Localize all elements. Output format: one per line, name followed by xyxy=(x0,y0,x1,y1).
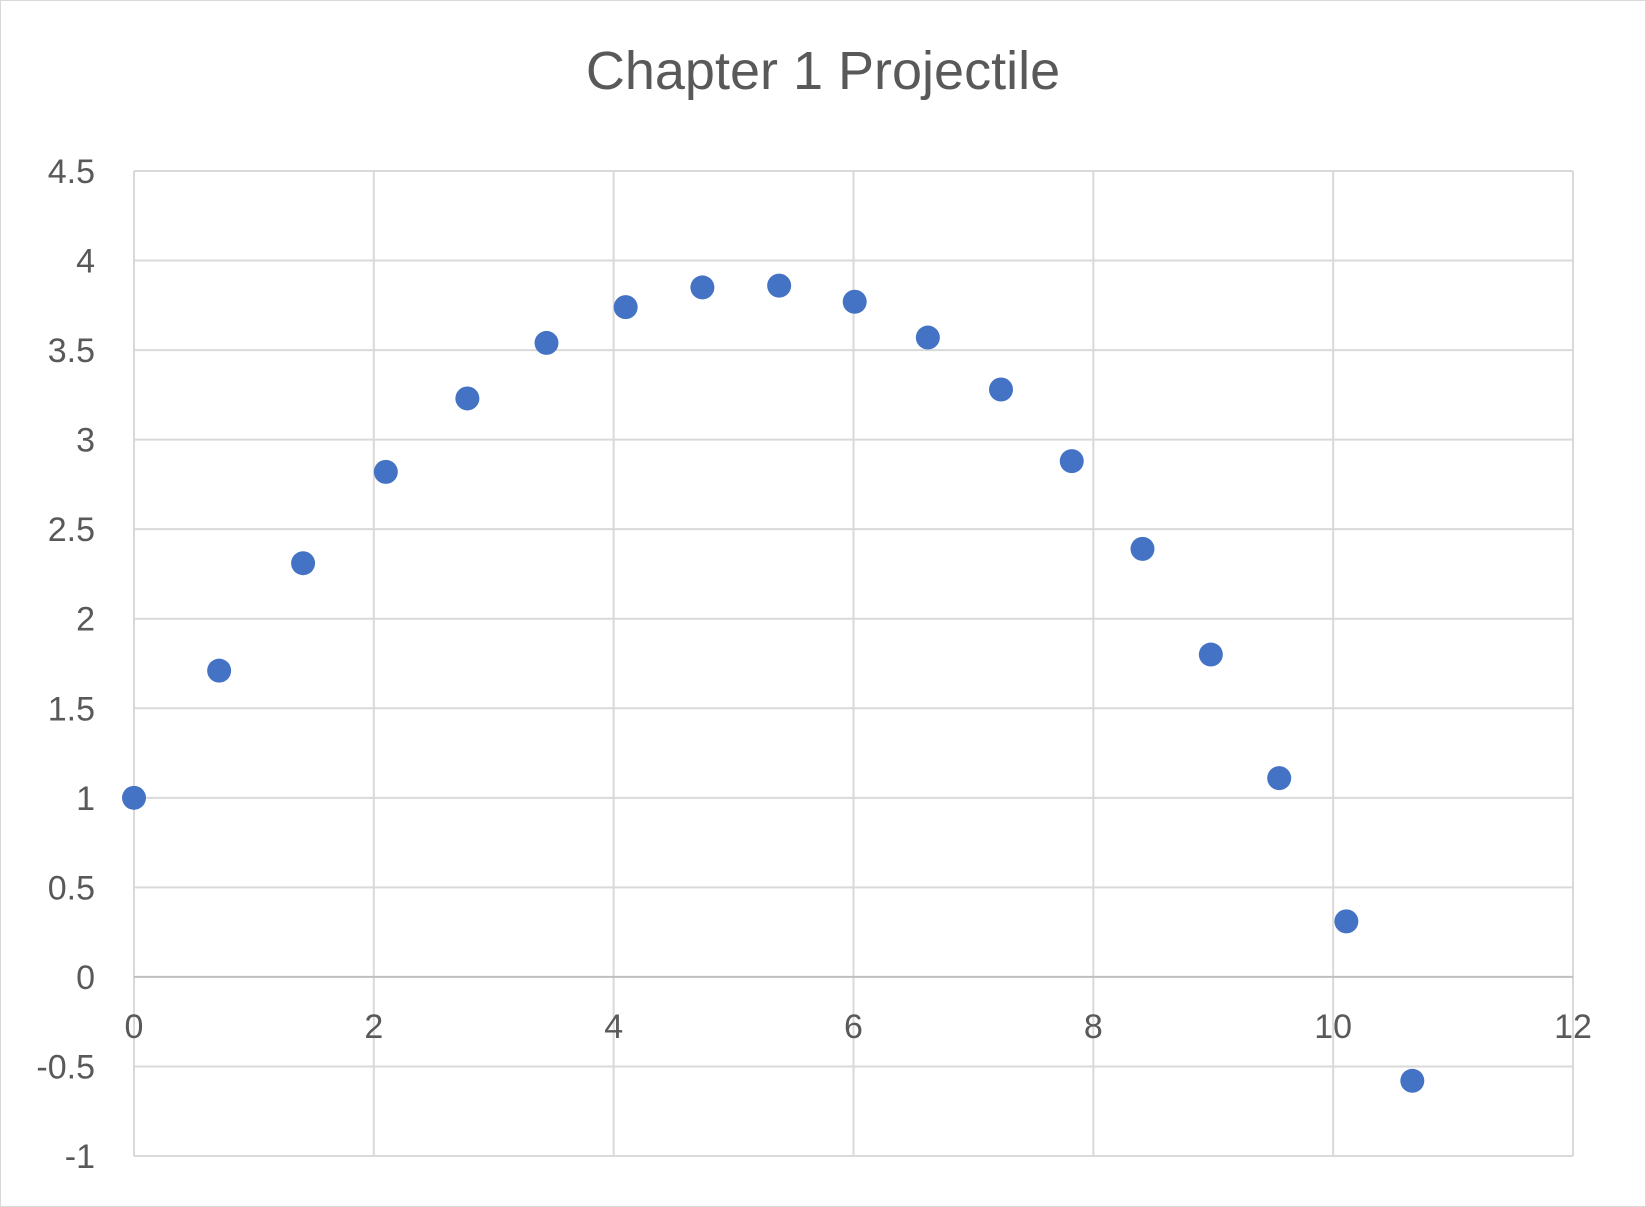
x-tick-label: 8 xyxy=(1084,1008,1103,1046)
chart-title: Chapter 1 Projectile xyxy=(585,41,1061,101)
y-tick-label: 4.5 xyxy=(48,153,95,191)
data-point xyxy=(1059,449,1084,474)
vertical-gridlines xyxy=(133,171,1574,1156)
x-tick-label: 10 xyxy=(1314,1008,1352,1046)
data-point xyxy=(455,386,480,411)
data-point xyxy=(291,551,316,576)
y-tick-label: 4 xyxy=(76,243,95,281)
horizontal-gridlines xyxy=(134,170,1573,1157)
x-tick-label: 12 xyxy=(1554,1008,1592,1046)
x-tick-label: 0 xyxy=(125,1008,144,1046)
data-point xyxy=(207,658,232,683)
data-point xyxy=(690,275,715,300)
data-point xyxy=(1267,766,1292,791)
y-tick-label: -1 xyxy=(65,1138,95,1176)
data-point xyxy=(1334,909,1359,934)
x-tick-label: 4 xyxy=(604,1008,623,1046)
y-tick-label: 2.5 xyxy=(48,511,95,549)
data-point xyxy=(534,330,559,355)
data-points xyxy=(122,273,1425,1093)
data-point xyxy=(1198,642,1223,667)
x-tick-label: 6 xyxy=(844,1008,863,1046)
y-tick-label: 3.5 xyxy=(48,332,95,370)
data-point xyxy=(1400,1068,1425,1093)
x-axis-tick-labels: 0 2 4 6 8 10 12 xyxy=(125,1008,1592,1046)
x-tick-label: 2 xyxy=(364,1008,383,1046)
y-tick-label: 1.5 xyxy=(48,690,95,728)
data-point xyxy=(373,459,398,484)
y-tick-label: 3 xyxy=(76,422,95,460)
data-point xyxy=(915,325,940,350)
y-tick-label: 1 xyxy=(76,780,95,818)
data-point xyxy=(1130,536,1155,561)
data-point xyxy=(988,377,1013,402)
y-tick-label: -0.5 xyxy=(36,1048,95,1086)
y-axis-tick-labels: -1 -0.5 0 0.5 1 1.5 2 2.5 3 3.5 4 4.5 xyxy=(36,153,95,1176)
data-point xyxy=(613,295,638,320)
data-point xyxy=(122,785,146,810)
y-tick-label: 2 xyxy=(76,601,95,639)
y-tick-label: 0.5 xyxy=(48,869,95,907)
data-point xyxy=(842,289,867,314)
data-point xyxy=(767,273,792,298)
y-tick-label: 0 xyxy=(76,959,95,997)
